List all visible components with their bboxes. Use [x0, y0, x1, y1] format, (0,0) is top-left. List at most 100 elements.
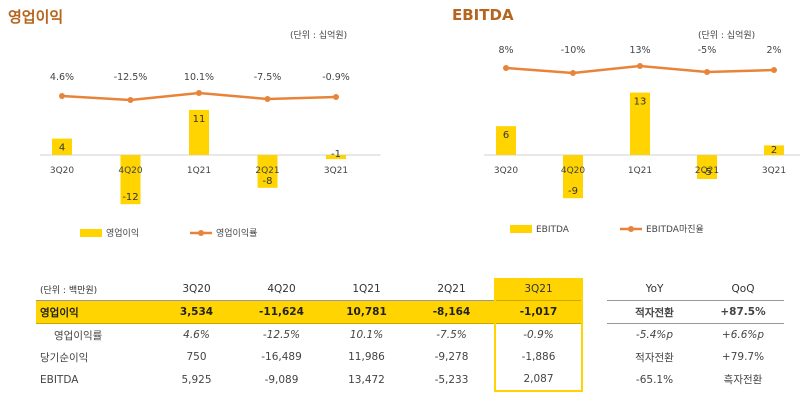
legend-bar-swatch: [510, 225, 532, 233]
x-tick-label: 2Q21: [695, 166, 719, 176]
x-tick-label: 1Q21: [187, 166, 211, 176]
bar-value-label: -8: [263, 176, 273, 187]
bar: [257, 155, 278, 188]
row-label: 당기순이익: [40, 351, 89, 364]
table-row: 영업이익률 4.6% -12.5% 10.1% -7.5% -0.9% -5.4…: [36, 323, 784, 346]
line-point: [570, 70, 576, 76]
line-value-label: 8%: [498, 45, 513, 56]
table-cell: 2,087: [494, 368, 583, 392]
table-row: EBITDA 5,925 -9,089 13,472 -5,233 2,087 …: [36, 368, 784, 392]
bar-value-label: -9: [568, 186, 578, 197]
table-cell: -0.9%: [494, 323, 583, 346]
legend-bar-label: EBITDA: [536, 225, 570, 235]
table-cell: 적자전환: [635, 351, 674, 364]
table-unit: (단위 : 백만원): [36, 278, 154, 301]
bar-value-label: 11: [193, 114, 206, 125]
x-tick-label: 4Q20: [118, 166, 143, 176]
table-cell: 4.6%: [183, 329, 210, 341]
ebitda-title: EBITDA: [452, 6, 514, 24]
bar-value-label: 4: [59, 143, 65, 154]
table-cell: -65.1%: [635, 373, 674, 386]
line-point: [196, 90, 202, 96]
line-value-label: 2%: [766, 45, 781, 56]
bar: [764, 145, 784, 155]
operating-profit-title: 영업이익: [8, 8, 64, 26]
col-header: YoY: [607, 278, 702, 301]
bar-value-label: -5: [702, 167, 712, 178]
row-label: 영업이익: [36, 300, 154, 324]
legend-bar-label: 영업이익: [106, 227, 139, 239]
operating-profit-unit: (단위 : 십억원): [290, 31, 348, 41]
bar: [630, 92, 650, 155]
bar: [189, 109, 209, 155]
row-label: 영업이익률: [54, 329, 103, 342]
table-cell: 3,534: [154, 300, 239, 324]
line-value-label: -10%: [561, 45, 586, 56]
line-value-label: 13%: [629, 45, 650, 56]
ebitda-unit: (단위 : 십억원): [698, 31, 756, 41]
bar-value-label: 6: [503, 130, 509, 141]
line-value-label: 4.6%: [50, 72, 74, 83]
bar-value-label: -12: [122, 192, 138, 203]
bar: [52, 138, 72, 155]
legend-line-label: EBITDA마진율: [646, 224, 704, 235]
line-value-label: -12.5%: [114, 72, 148, 83]
legend-line-marker: [198, 230, 204, 236]
legend-line-marker: [628, 226, 634, 232]
bar-value-label: 2: [771, 145, 777, 156]
x-tick-label: 3Q20: [50, 166, 75, 176]
legend-bar-swatch: [80, 229, 102, 237]
table-cell: 5,925: [181, 373, 212, 386]
table-cell: -12.5%: [262, 329, 301, 341]
line-value-label: -0.9%: [322, 72, 350, 83]
line-value-label: -5%: [698, 45, 717, 56]
row-label: EBITDA: [40, 373, 79, 386]
col-header: QoQ: [702, 278, 784, 301]
bar: [120, 155, 141, 205]
table-cell: 750: [186, 351, 207, 363]
table-cell: +6.6%p: [721, 329, 765, 341]
x-tick-label: 2Q21: [255, 166, 279, 176]
bar: [697, 155, 717, 179]
line-point: [264, 96, 271, 102]
line-point: [333, 94, 339, 100]
table-cell: -11,624: [239, 300, 324, 324]
line-point: [503, 65, 509, 71]
col-header: 3Q21: [494, 278, 583, 301]
table-cell: 10,781: [324, 300, 409, 324]
table-cell: -1,017: [494, 300, 583, 324]
x-tick-label: 3Q21: [762, 166, 786, 176]
line-value-label: 10.1%: [184, 72, 214, 83]
table-cell: 흑자전환: [723, 374, 763, 386]
table-cell: -1,886: [494, 346, 583, 368]
col-header: 2Q21: [409, 278, 495, 301]
legend-line-label: 영업이익률: [216, 227, 257, 239]
x-tick-label: 3Q21: [324, 166, 348, 176]
table-cell: -16,489: [261, 351, 302, 363]
table-cell: -9,278: [434, 351, 469, 363]
line-point: [637, 63, 643, 69]
x-tick-label: 4Q20: [561, 166, 586, 176]
table-cell: +79.7%: [721, 351, 765, 363]
bar-value-label: 13: [634, 97, 647, 108]
table-header-row: (단위 : 백만원) 3Q20 4Q20 1Q21 2Q21 3Q21 YoY …: [36, 278, 784, 301]
bar-value-label: -1: [331, 149, 341, 160]
x-tick-label: 3Q20: [494, 166, 519, 176]
line-point: [771, 67, 777, 73]
table-cell: -8,164: [409, 300, 495, 324]
col-header: 3Q20: [154, 278, 239, 301]
line-point: [704, 69, 710, 75]
table-cell: -5.4%p: [635, 329, 674, 341]
bar: [563, 155, 583, 199]
line-value-label: -7.5%: [254, 72, 282, 83]
table-cell: -9,089: [264, 373, 299, 386]
line-point: [59, 93, 65, 99]
table-row: 당기순이익 750 -16,489 11,986 -9,278 -1,886 적…: [36, 346, 784, 368]
bar: [496, 126, 516, 155]
table-cell: -5,233: [434, 373, 469, 386]
table-cell: 11,986: [348, 351, 385, 363]
x-tick-label: 1Q21: [628, 166, 652, 176]
table-cell: +87.5%: [702, 300, 784, 324]
col-header: 1Q21: [324, 278, 409, 301]
